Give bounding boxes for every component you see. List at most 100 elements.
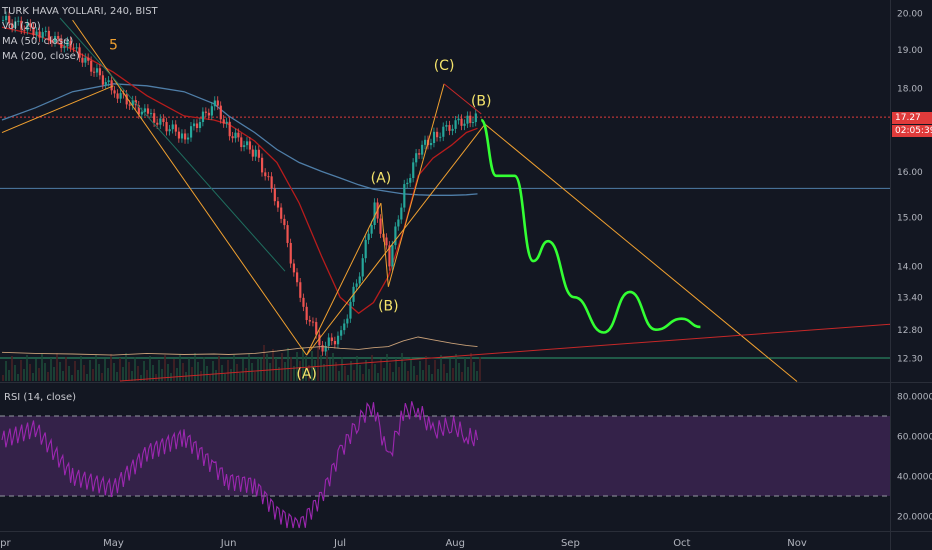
volume-bar (269, 363, 271, 381)
wave-label: (A) (296, 366, 317, 382)
rsi-tick-label: 20.0000 (897, 513, 932, 523)
volume-bar (14, 365, 16, 381)
candle-body (107, 80, 110, 83)
candle-body (44, 30, 47, 33)
candle-body (299, 282, 302, 298)
trend-line-red (443, 83, 482, 115)
volume-bar (17, 374, 19, 381)
rsi-line (1, 401, 479, 529)
candle-body (251, 149, 254, 157)
ma200-legend[interactable]: MA (200, close) (2, 51, 80, 62)
volume-bar (242, 359, 244, 381)
wave-label: (C) (434, 58, 455, 74)
volume-bar (446, 373, 448, 381)
candle-body (90, 60, 93, 72)
volume-bar (302, 347, 304, 381)
volume-bar (293, 366, 295, 381)
volume-bar (41, 354, 43, 381)
candle-body (321, 345, 324, 352)
candle-body (445, 125, 448, 127)
candle-body (403, 184, 406, 208)
candle-body (305, 306, 308, 321)
ma50-legend[interactable]: MA (50, close) (2, 36, 74, 47)
volume-bar (356, 356, 358, 381)
volume-bar (416, 375, 418, 381)
volume-bar (29, 364, 31, 381)
candle-body (355, 283, 358, 287)
volume-bar (188, 358, 190, 381)
volume-bar (260, 359, 262, 381)
volume-bar (8, 370, 10, 381)
volume-bar (107, 368, 109, 381)
candle-body (460, 118, 463, 126)
volume-bar (26, 355, 28, 381)
volume-bar (113, 363, 115, 381)
volume-bar (167, 364, 169, 381)
vol-legend[interactable]: Vol (20) (2, 21, 41, 32)
volume-bar (359, 365, 361, 381)
candle-body (2, 20, 5, 22)
candle-body (336, 335, 340, 345)
candle-body (429, 143, 433, 146)
candle-body (373, 202, 376, 226)
countdown-tag: 02:05:39 (892, 125, 932, 137)
candle-body (397, 219, 400, 227)
volume-bar (350, 361, 352, 381)
time-tick-label: Jul (333, 538, 346, 549)
volume-bar (140, 375, 142, 381)
volume-bar (281, 353, 283, 381)
trend-line-red-long (119, 323, 891, 382)
volume-bar (254, 372, 256, 381)
candle-body (174, 124, 177, 132)
candle-body (210, 106, 213, 116)
wave-line (306, 123, 486, 356)
volume-bar (56, 353, 58, 381)
trend-line-teal (59, 17, 286, 272)
volume-bar (182, 363, 184, 381)
volume-bar (5, 361, 7, 381)
volume-bar (428, 365, 430, 381)
volume-bar (341, 357, 343, 381)
symbol-title[interactable]: TURK HAVA YOLLARI, 240, BIST (2, 6, 158, 17)
volume-bar (299, 361, 301, 381)
rsi-tick-label: 60.0000 (897, 433, 932, 443)
volume-bar (413, 366, 415, 381)
candle-body (276, 201, 280, 208)
candle-body (474, 113, 477, 123)
volume-bar (35, 359, 37, 381)
volume-bar (161, 369, 163, 381)
volume-bar (419, 361, 421, 381)
price-tick-label: 19.00 (897, 46, 923, 56)
volume-bar (143, 361, 145, 381)
candle-body (394, 226, 397, 246)
candle-body (400, 207, 403, 220)
rsi-legend[interactable]: RSI (14, close) (4, 392, 77, 403)
candle-body (180, 133, 184, 139)
volume-bar (65, 357, 67, 381)
volume-bar (398, 367, 400, 381)
candle-body (412, 162, 415, 178)
candle-body (454, 120, 457, 129)
candle-body (81, 57, 84, 63)
volume-bar (479, 357, 481, 381)
volume-bar (464, 358, 466, 381)
volume-bar (62, 371, 64, 381)
volume-bar (458, 363, 460, 381)
candle-body (159, 118, 162, 125)
wave-label: (A) (371, 171, 392, 187)
volume-bar (209, 375, 211, 381)
candle-body (364, 239, 367, 259)
price-tick-label: 14.00 (897, 263, 923, 273)
candle-body (463, 123, 466, 126)
volume-bar (404, 362, 406, 381)
candle-body (248, 141, 252, 150)
candle-body (153, 113, 156, 123)
rsi-tick-label: 80.0000 (897, 393, 932, 403)
candle-body (308, 320, 311, 322)
volume-bar (215, 370, 217, 381)
candle-body (280, 207, 283, 219)
candle-body (125, 94, 128, 105)
candle-body (418, 153, 421, 155)
candle-body (201, 111, 205, 123)
